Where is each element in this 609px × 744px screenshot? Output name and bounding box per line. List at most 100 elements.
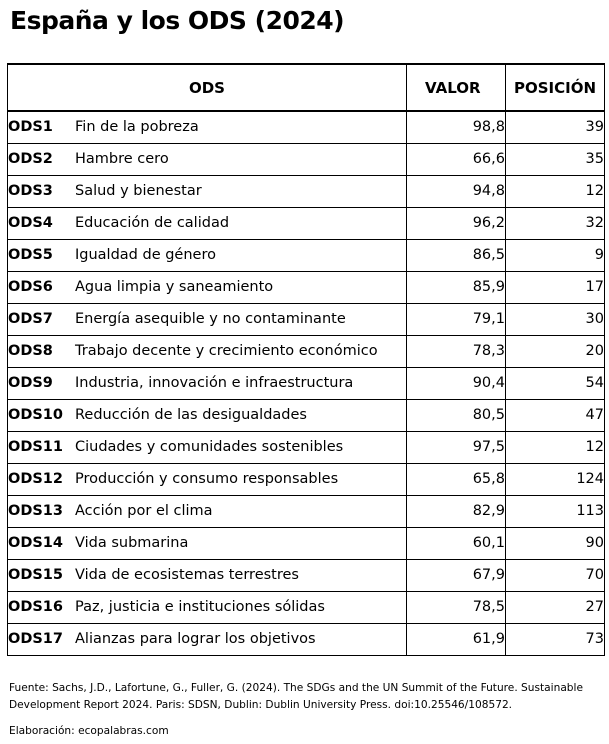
credit-note: Elaboración: ecopalabras.com: [9, 725, 169, 737]
posicion-cell: 35: [505, 142, 605, 176]
table-row: ODS1 Fin de la pobreza 98,8 39: [7, 110, 605, 144]
table-header-row: ODS VALOR POSICIÓN: [7, 63, 605, 112]
table-row: ODS14 Vida submarina 60,1 90: [7, 526, 605, 560]
valor-cell: 78,5: [406, 590, 506, 624]
ods-code: ODS17: [8, 631, 63, 647]
ods-code: ODS13: [8, 503, 63, 519]
posicion-cell: 30: [505, 302, 605, 336]
valor-cell: 98,8: [406, 110, 506, 144]
ods-code: ODS12: [8, 471, 63, 487]
posicion-cell: 27: [505, 590, 605, 624]
header-valor: VALOR: [406, 63, 506, 112]
header-posicion: POSICIÓN: [505, 63, 605, 112]
table-row: ODS8 Trabajo decente y crecimiento económ…: [7, 334, 605, 368]
table-row: ODS16 Paz, justicia e instituciones sólid…: [7, 590, 605, 624]
valor-cell: 65,8: [406, 462, 506, 496]
posicion-cell: 32: [505, 206, 605, 240]
ods-name: Trabajo decente y crecimiento económico: [75, 343, 378, 359]
ods-cell: ODS11 Ciudades y comunidades sostenibles: [7, 430, 407, 464]
ods-code: ODS2: [8, 151, 53, 167]
ods-code: ODS9: [8, 375, 53, 391]
valor-cell: 79,1: [406, 302, 506, 336]
ods-name: Hambre cero: [75, 151, 169, 167]
posicion-cell: 70: [505, 558, 605, 592]
ods-name: Vida de ecosistemas terrestres: [75, 567, 299, 583]
valor-cell: 60,1: [406, 526, 506, 560]
header-ods: ODS: [7, 63, 407, 112]
table-body: ODS1 Fin de la pobreza 98,8 39 ODS2 Hambre ce…: [7, 110, 605, 656]
valor-cell: 82,9: [406, 494, 506, 528]
ods-cell: ODS4 Educación de calidad: [7, 206, 407, 240]
ods-name: Alianzas para lograr los objetivos: [75, 631, 316, 647]
valor-cell: 66,6: [406, 142, 506, 176]
valor-cell: 78,3: [406, 334, 506, 368]
table-row: ODS13 Acción por el clima 82,9 113: [7, 494, 605, 528]
posicion-cell: 124: [505, 462, 605, 496]
valor-cell: 97,5: [406, 430, 506, 464]
posicion-cell: 90: [505, 526, 605, 560]
ods-code: ODS16: [8, 599, 63, 615]
posicion-cell: 73: [505, 622, 605, 656]
ods-name: Industria, innovación e infraestructura: [75, 375, 354, 391]
ods-cell: ODS15 Vida de ecosistemas terrestres: [7, 558, 407, 592]
ods-name: Reducción de las desigualdades: [75, 407, 307, 423]
ods-cell: ODS2 Hambre cero: [7, 142, 407, 176]
table-row: ODS17 Alianzas para lograr los objetivos 6…: [7, 622, 605, 656]
page-title: España y los ODS (2024): [10, 6, 345, 35]
ods-code: ODS10: [8, 407, 63, 423]
table-row: ODS15 Vida de ecosistemas terrestres 67,9 7…: [7, 558, 605, 592]
ods-name: Fin de la pobreza: [75, 119, 199, 136]
ods-name: Educación de calidad: [75, 215, 230, 231]
valor-cell: 61,9: [406, 622, 506, 656]
table-row: ODS5 Igualdad de género 86,5 9: [7, 238, 605, 272]
ods-cell: ODS13 Acción por el clima: [7, 494, 407, 528]
table-row: ODS4 Educación de calidad 96,2 32: [7, 206, 605, 240]
posicion-cell: 12: [505, 174, 605, 208]
posicion-cell: 9: [505, 238, 605, 272]
table-row: ODS9 Industria, innovación e infraestruct…: [7, 366, 605, 400]
ods-name: Paz, justicia e instituciones sólidas: [75, 599, 325, 615]
ods-code: ODS7: [8, 311, 53, 327]
valor-cell: 94,8: [406, 174, 506, 208]
ods-name: Vida submarina: [75, 535, 189, 551]
ods-code: ODS5: [8, 247, 53, 263]
posicion-cell: 54: [505, 366, 605, 400]
ods-code: ODS1: [8, 119, 53, 136]
table-row: ODS7 Energía asequible y no contaminante 7…: [7, 302, 605, 336]
ods-cell: ODS10 Reducción de las desigualdades: [7, 398, 407, 432]
valor-cell: 80,5: [406, 398, 506, 432]
ods-cell: ODS12 Producción y consumo responsables: [7, 462, 407, 496]
valor-cell: 96,2: [406, 206, 506, 240]
table-row: ODS3 Salud y bienestar 94,8 12: [7, 174, 605, 208]
ods-name: Agua limpia y saneamiento: [75, 279, 274, 295]
ods-cell: ODS1 Fin de la pobreza: [7, 110, 407, 144]
ods-cell: ODS14 Vida submarina: [7, 526, 407, 560]
table-row: ODS12 Producción y consumo responsables 65…: [7, 462, 605, 496]
ods-table: ODS VALOR POSICIÓN ODS1 Fin de la pobreza…: [7, 63, 605, 656]
table-row: ODS10 Reducción de las desigualdades 80,5 4…: [7, 398, 605, 432]
ods-cell: ODS16 Paz, justicia e instituciones sólid…: [7, 590, 407, 624]
ods-cell: ODS5 Igualdad de género: [7, 238, 407, 272]
valor-cell: 85,9: [406, 270, 506, 304]
ods-code: ODS14: [8, 535, 63, 551]
ods-code: ODS15: [8, 567, 63, 583]
valor-cell: 86,5: [406, 238, 506, 272]
table-row: ODS11 Ciudades y comunidades sostenibles 9…: [7, 430, 605, 464]
table-row: ODS2 Hambre cero 66,6 35: [7, 142, 605, 176]
ods-name: Ciudades y comunidades sostenibles: [75, 439, 344, 455]
ods-code: ODS4: [8, 215, 53, 231]
ods-cell: ODS3 Salud y bienestar: [7, 174, 407, 208]
posicion-cell: 17: [505, 270, 605, 304]
ods-name: Producción y consumo responsables: [75, 471, 339, 487]
posicion-cell: 113: [505, 494, 605, 528]
ods-name: Acción por el clima: [75, 503, 213, 519]
ods-cell: ODS17 Alianzas para lograr los objetivos: [7, 622, 407, 656]
ods-code: ODS6: [8, 279, 53, 295]
posicion-cell: 12: [505, 430, 605, 464]
posicion-cell: 20: [505, 334, 605, 368]
ods-name: Igualdad de género: [75, 247, 216, 263]
valor-cell: 90,4: [406, 366, 506, 400]
valor-cell: 67,9: [406, 558, 506, 592]
ods-name: Energía asequible y no contaminante: [75, 311, 346, 327]
ods-cell: ODS7 Energía asequible y no contaminante: [7, 302, 407, 336]
